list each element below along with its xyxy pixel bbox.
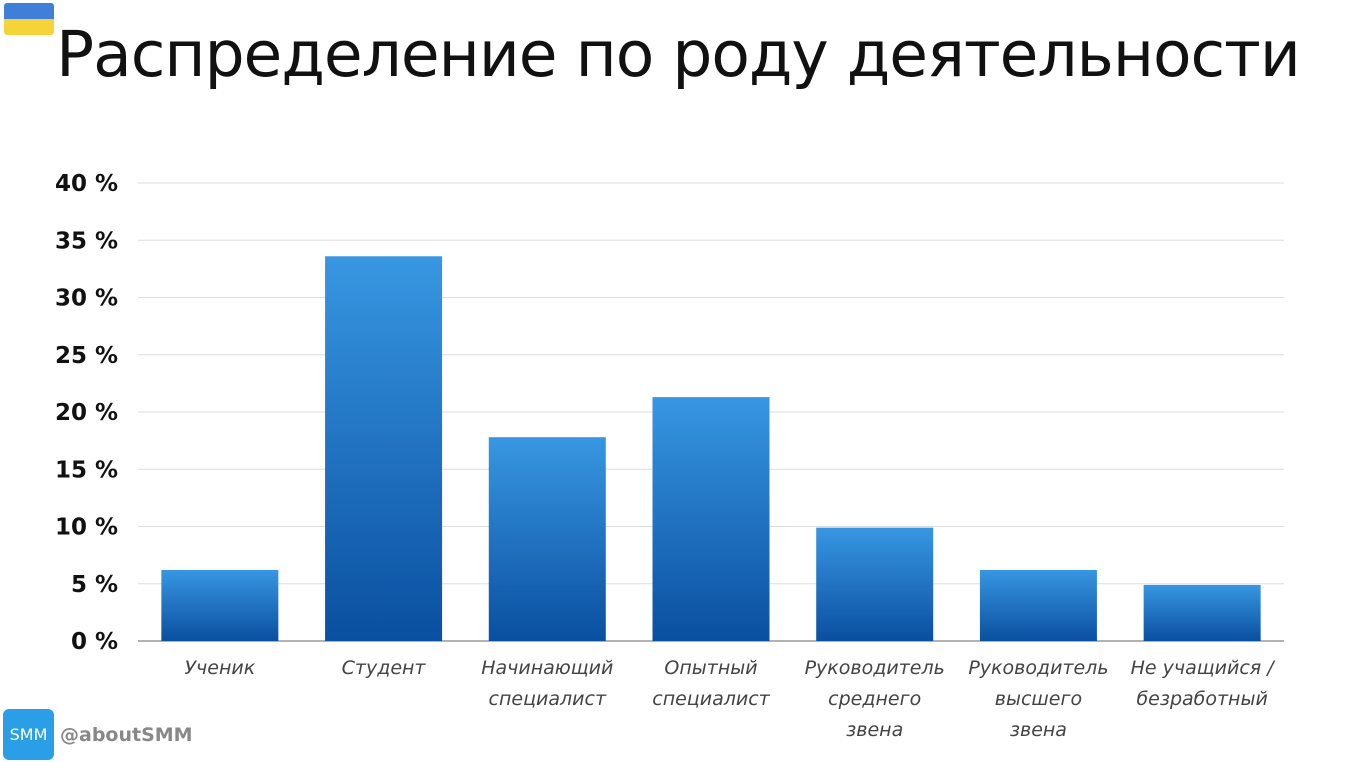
bars: [161, 256, 1261, 641]
bar: [979, 570, 1097, 641]
y-tick-label: 35 %: [55, 228, 118, 254]
bar: [652, 397, 770, 641]
x-category-label: Ученик: [184, 657, 255, 679]
y-tick-label: 10 %: [55, 515, 118, 541]
x-category-label: среднего: [828, 688, 921, 710]
y-axis-ticks: 0 % 5 % 10 % 15 % 20 % 25 % 30 % 35 % 40 %: [55, 171, 118, 655]
flag-yellow-stripe: [4, 19, 54, 35]
y-tick-label: 40 %: [55, 171, 118, 197]
x-category-label: специалист: [489, 688, 607, 710]
brand-handle: @aboutSMM: [60, 723, 193, 746]
x-category-label: Опытный: [664, 657, 757, 679]
x-category-label: Руководитель: [805, 657, 945, 679]
bar: [816, 527, 934, 641]
ukraine-flag-icon: [4, 3, 54, 35]
brand-watermark: SMM @aboutSMM: [3, 709, 193, 760]
bar: [325, 256, 443, 641]
x-category-label: Руководитель: [968, 657, 1108, 679]
x-axis-categories: Ученик Студент Начинающий специалист Опытный…: [184, 657, 1276, 741]
x-category-label: Не учащийся /: [1131, 657, 1277, 679]
flag-blue-stripe: [4, 3, 54, 19]
y-tick-label: 20 %: [55, 400, 118, 426]
bar: [488, 437, 606, 641]
x-category-label: безработный: [1136, 688, 1267, 710]
y-tick-label: 0 %: [71, 629, 118, 655]
y-tick-label: 25 %: [55, 343, 118, 369]
x-category-label: Начинающий: [481, 657, 613, 679]
bar: [1143, 584, 1261, 641]
y-tick-label: 5 %: [71, 572, 118, 598]
x-category-label: Студент: [342, 657, 427, 679]
smm-logo-icon: SMM: [3, 709, 54, 760]
y-tick-label: 30 %: [55, 286, 118, 312]
x-category-label: специалист: [652, 688, 770, 710]
x-category-label: звена: [846, 719, 903, 741]
bar: [161, 570, 279, 641]
x-category-label: звена: [1010, 719, 1067, 741]
chart-title: Распределение по роду деятельности: [56, 18, 1301, 91]
x-category-label: высшего: [995, 688, 1082, 710]
y-tick-label: 15 %: [55, 457, 118, 483]
